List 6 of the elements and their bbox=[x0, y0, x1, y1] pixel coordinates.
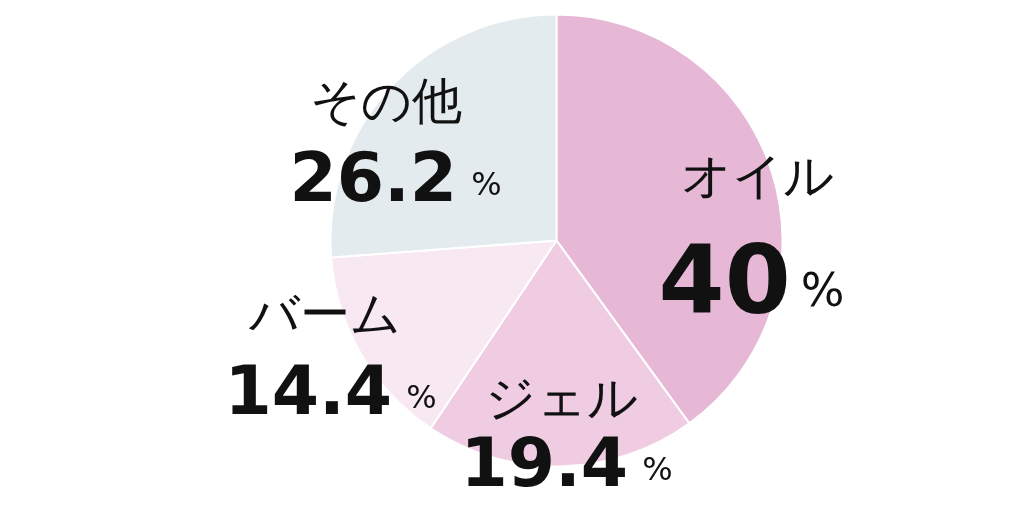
slice-label: バーム bbox=[247, 284, 401, 343]
data-label: 40% bbox=[658, 225, 845, 335]
slice-label: その他 bbox=[309, 71, 462, 130]
data-label: 26.2% bbox=[289, 137, 502, 217]
slice-label: オイル bbox=[681, 146, 834, 205]
data-label: 14.4% bbox=[224, 350, 437, 430]
